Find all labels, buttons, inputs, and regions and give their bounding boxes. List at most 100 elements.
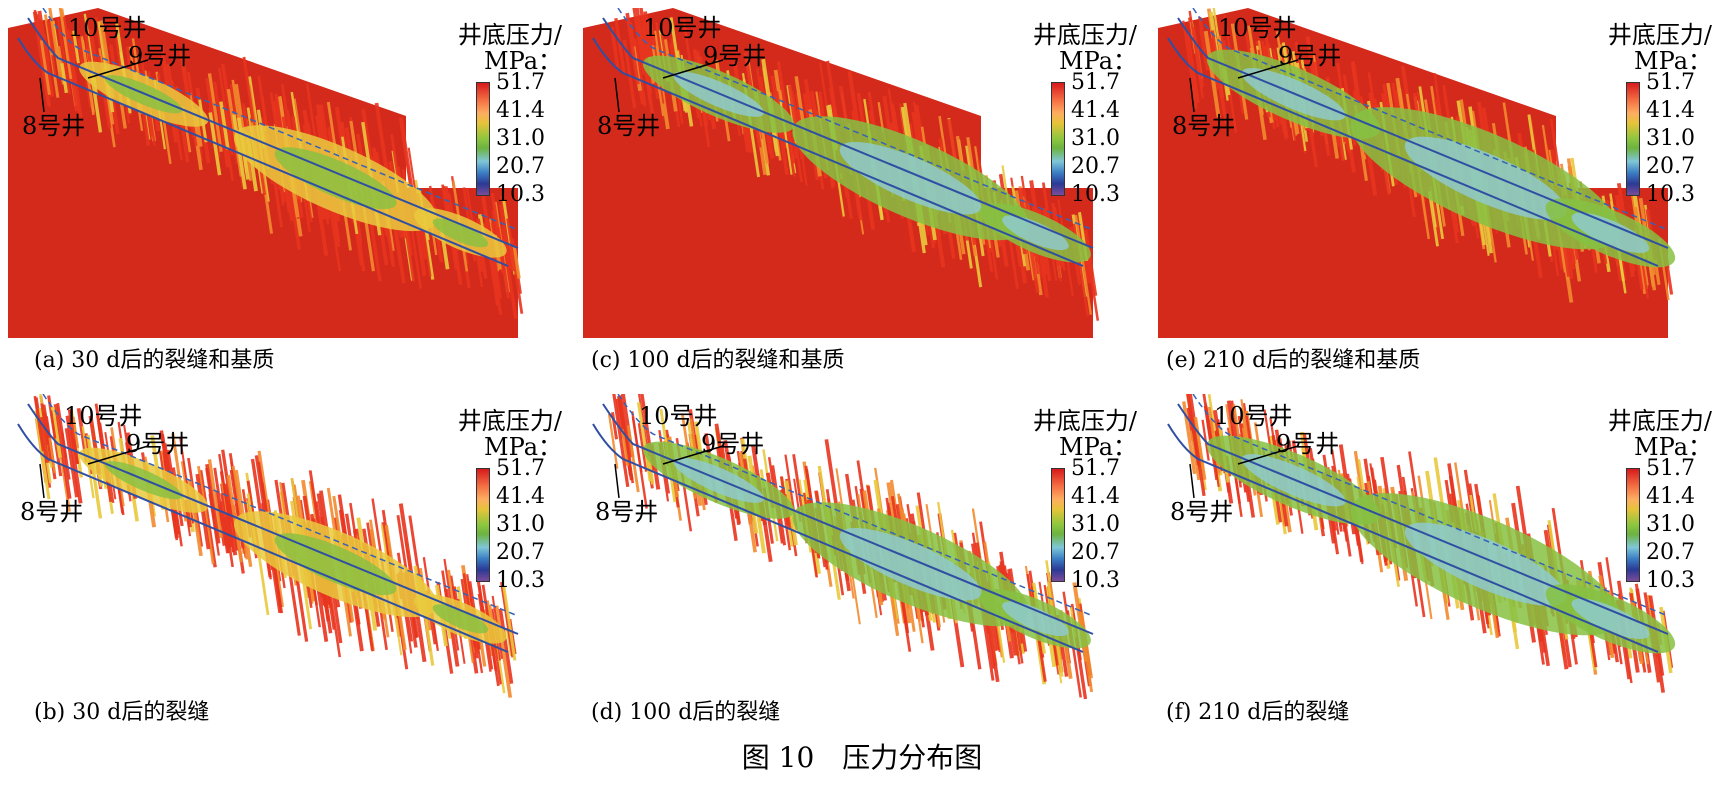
well-trajectory	[27, 403, 519, 635]
colorbar-tick: 41.4	[1071, 484, 1120, 509]
fracture-segment	[232, 114, 247, 190]
fracture-segment	[226, 474, 244, 563]
colorbar-tick: 20.7	[496, 154, 545, 179]
fracture-segment	[39, 40, 51, 95]
leader-line-8	[614, 77, 620, 113]
colorbar-tick: 41.4	[1071, 98, 1120, 123]
panel-caption: (f) 210 d后的裂缝	[1166, 700, 1350, 725]
fracture-segment	[48, 8, 62, 79]
fracture-segment	[69, 30, 77, 62]
colorbar-tick: 10.3	[1071, 568, 1120, 593]
fracture-segment	[50, 410, 57, 439]
depletion-core	[432, 218, 489, 248]
fracture-segment	[1072, 582, 1089, 663]
fracture-segment	[48, 437, 57, 473]
depletion-core	[1404, 136, 1567, 220]
fracture-segment	[207, 459, 223, 539]
fracture-segment	[500, 581, 515, 658]
fracture-segment	[776, 61, 794, 156]
fracture-segment	[220, 492, 234, 568]
depletion-core	[839, 141, 982, 215]
colorbar-tick: 51.7	[496, 70, 545, 95]
well-trajectory	[42, 8, 519, 231]
well-label-10: 10号井	[1218, 14, 1297, 42]
well-label-10: 10号井	[64, 402, 143, 430]
fracture-segment	[1203, 30, 1221, 118]
well-label-8: 8号井	[1170, 498, 1234, 526]
depletion-core	[1002, 601, 1069, 637]
colorbar-tick: 51.7	[496, 456, 545, 481]
leader-line-9	[662, 59, 724, 79]
leader-line-8	[1189, 463, 1195, 499]
well-trajectory	[1177, 17, 1669, 249]
well-trajectory	[602, 17, 1094, 249]
fracture-segment	[1083, 229, 1098, 296]
fracture-segment	[643, 11, 661, 100]
legend-title: 井底压力/ MPa：	[1032, 21, 1137, 76]
well-trajectory	[27, 17, 519, 249]
colorbar-tick: 41.4	[1646, 98, 1695, 123]
depletion-core	[274, 533, 397, 596]
fracture-segment	[77, 38, 85, 65]
well-trajectory	[592, 423, 1084, 653]
colorbar-tick: 20.7	[1071, 540, 1120, 565]
well-label-8: 8号井	[20, 498, 84, 526]
panel-caption: (a) 30 d后的裂缝和基质	[34, 348, 275, 373]
fracture-segment	[1189, 430, 1201, 481]
pressure-field-d	[592, 394, 1094, 700]
colorbar-tick: 41.4	[496, 484, 545, 509]
pressure-field-b	[17, 394, 519, 698]
well-trajectory	[592, 37, 1084, 267]
fracture-segment	[50, 406, 62, 458]
fracture-segment	[512, 245, 521, 279]
fracture-segment	[505, 627, 512, 657]
pressure-field-e	[1158, 8, 1676, 338]
well-trajectory	[17, 37, 509, 267]
colorbar-tick: 31.0	[1646, 126, 1695, 151]
well-label-8: 8号井	[597, 112, 661, 140]
leader-line-9	[87, 59, 149, 79]
legend-title: 井底压力/ MPa：	[457, 21, 562, 76]
depletion-core	[839, 527, 982, 601]
colorbar-tick: 10.3	[496, 568, 545, 593]
fracture-segment	[219, 101, 230, 150]
well-label-9: 9号井	[1278, 42, 1342, 70]
fracture-segment	[498, 608, 514, 684]
well-label-8: 8号井	[1172, 112, 1236, 140]
fracture-segment	[632, 38, 647, 107]
fracture-segment	[607, 413, 619, 469]
fracture-segment	[625, 12, 640, 85]
fracture-segment	[51, 55, 57, 77]
colorbar-tick: 20.7	[1646, 540, 1695, 565]
legend-title: 井底压力/ MPa：	[1607, 21, 1712, 76]
fracture-segment	[46, 20, 55, 52]
fracture-segment	[218, 453, 234, 542]
fracture-segment	[498, 204, 513, 270]
depletion-core	[1571, 598, 1650, 639]
fracture-segment	[53, 403, 72, 499]
colorbar-tick: 20.7	[1646, 154, 1695, 179]
colorbar-tick: 31.0	[496, 512, 545, 537]
fracture-segment	[64, 427, 79, 498]
legend-title: 井底压力/ MPa：	[457, 407, 562, 462]
fracture-segment	[198, 469, 217, 568]
panel-caption: (e) 210 d后的裂缝和基质	[1166, 348, 1421, 373]
well-trajectory	[42, 394, 519, 617]
colorbar	[1051, 468, 1065, 582]
colorbar-tick: 10.3	[1646, 182, 1695, 207]
fracture-segment	[221, 63, 240, 164]
fracture-segment	[1188, 10, 1204, 99]
well-label-9: 9号井	[1276, 430, 1340, 458]
well-trajectory	[1167, 37, 1659, 267]
fracture-segment	[609, 26, 620, 71]
panel-e: 10号井 9号井 8号井 井底压力/ MPa： 51.7 41.4 31.0 2…	[1158, 8, 1720, 380]
fracture-segment	[225, 498, 232, 523]
legend-title: 井底压力/ MPa：	[1032, 407, 1137, 462]
fracture-segment	[60, 62, 69, 94]
colorbar-tick: 41.4	[496, 98, 545, 123]
leader-line-8	[614, 463, 620, 499]
colorbar-tick: 31.0	[1071, 512, 1120, 537]
panel-f: 10号井 9号井 8号井 井底压力/ MPa： 51.7 41.4 31.0 2…	[1158, 394, 1720, 734]
depletion-core	[432, 604, 489, 634]
well-trajectory	[1177, 403, 1669, 635]
